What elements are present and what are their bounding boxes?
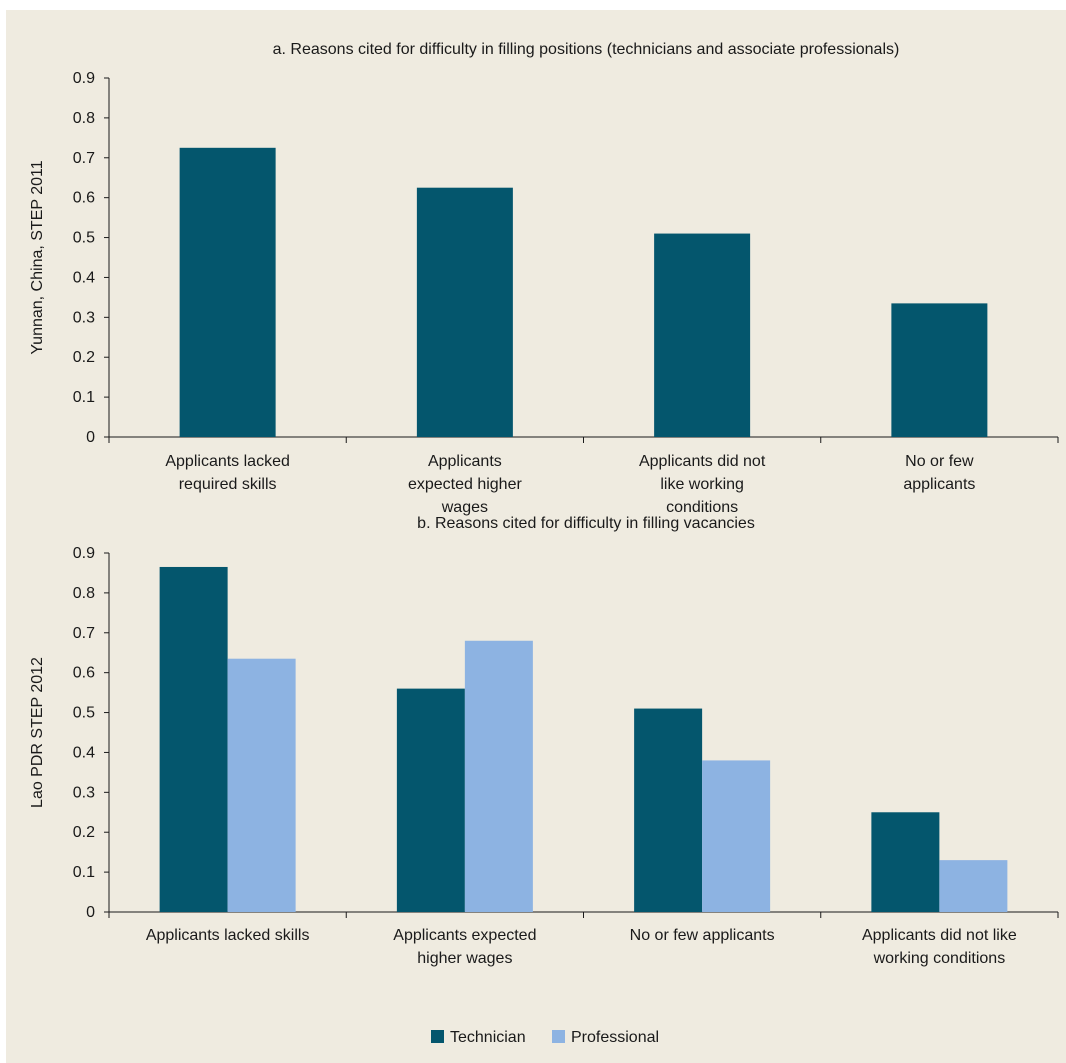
y-axis-label: Lao PDR STEP 2012 [29, 657, 46, 808]
y-tick-label: 0.5 [73, 705, 95, 722]
x-category-label: conditions [666, 499, 738, 516]
figure-background: a. Reasons cited for difficulty in filli… [6, 10, 1066, 1063]
y-tick-label: 0.9 [73, 70, 95, 87]
x-category-label: higher wages [417, 950, 512, 967]
x-category-label: wages [441, 499, 488, 516]
y-tick-label: 0.3 [73, 309, 95, 326]
y-tick-label: 0 [86, 904, 95, 921]
chart-b: b. Reasons cited for difficulty in filli… [29, 515, 1059, 1046]
charts-canvas: a. Reasons cited for difficulty in filli… [29, 41, 1059, 1046]
x-category-label: Applicants did not like [862, 927, 1017, 944]
y-tick-label: 0.7 [73, 625, 95, 642]
bar-technician [654, 233, 751, 437]
bar-technician [634, 708, 703, 912]
chart-a: a. Reasons cited for difficulty in filli… [29, 41, 1059, 516]
bar-technician [891, 303, 988, 437]
legend-swatch-technician [431, 1030, 444, 1043]
x-category-label: Applicants did not [639, 453, 766, 470]
y-tick-label: 0.4 [73, 744, 95, 761]
y-tick-label: 0.8 [73, 585, 95, 602]
y-tick-label: 0.1 [73, 389, 95, 406]
y-tick-label: 0.1 [73, 864, 95, 881]
x-category-label: Applicants lacked [165, 453, 290, 470]
y-tick-label: 0.8 [73, 110, 95, 127]
bar-professional [227, 658, 296, 912]
bar-technician [871, 812, 940, 912]
bar-professional [464, 640, 533, 912]
x-category-label: Applicants [428, 453, 502, 470]
legend-swatch-professional [552, 1030, 565, 1043]
x-category-label: expected higher [408, 476, 523, 493]
y-tick-label: 0.2 [73, 349, 95, 366]
bar-technician [159, 566, 228, 912]
x-category-label: Applicants expected [393, 927, 536, 944]
bar-technician [416, 187, 513, 437]
y-tick-label: 0.5 [73, 230, 95, 247]
bar-technician [396, 688, 465, 912]
x-category-label: No or few applicants [630, 927, 775, 944]
bar-professional [939, 860, 1008, 912]
chart-title: a. Reasons cited for difficulty in filli… [273, 41, 900, 58]
y-tick-label: 0.9 [73, 545, 95, 562]
y-tick-label: 0.4 [73, 269, 95, 286]
x-category-label: applicants [903, 476, 975, 493]
y-tick-label: 0.2 [73, 824, 95, 841]
legend-label-professional: Professional [571, 1029, 659, 1046]
y-tick-label: 0 [86, 429, 95, 446]
bar-professional [702, 760, 771, 912]
legend-label-technician: Technician [450, 1029, 526, 1046]
x-category-label: Applicants lacked skills [146, 927, 310, 944]
y-tick-label: 0.7 [73, 150, 95, 167]
x-category-label: working conditions [873, 950, 1006, 967]
bar-technician [179, 147, 276, 438]
y-tick-label: 0.3 [73, 784, 95, 801]
y-tick-label: 0.6 [73, 190, 95, 207]
y-tick-label: 0.6 [73, 665, 95, 682]
y-axis-label: Yunnan, China, STEP 2011 [29, 160, 46, 354]
chart-title: b. Reasons cited for difficulty in filli… [417, 515, 755, 532]
x-category-label: like working [660, 476, 744, 493]
x-category-label: No or few [905, 453, 974, 470]
x-category-label: required skills [179, 476, 277, 493]
